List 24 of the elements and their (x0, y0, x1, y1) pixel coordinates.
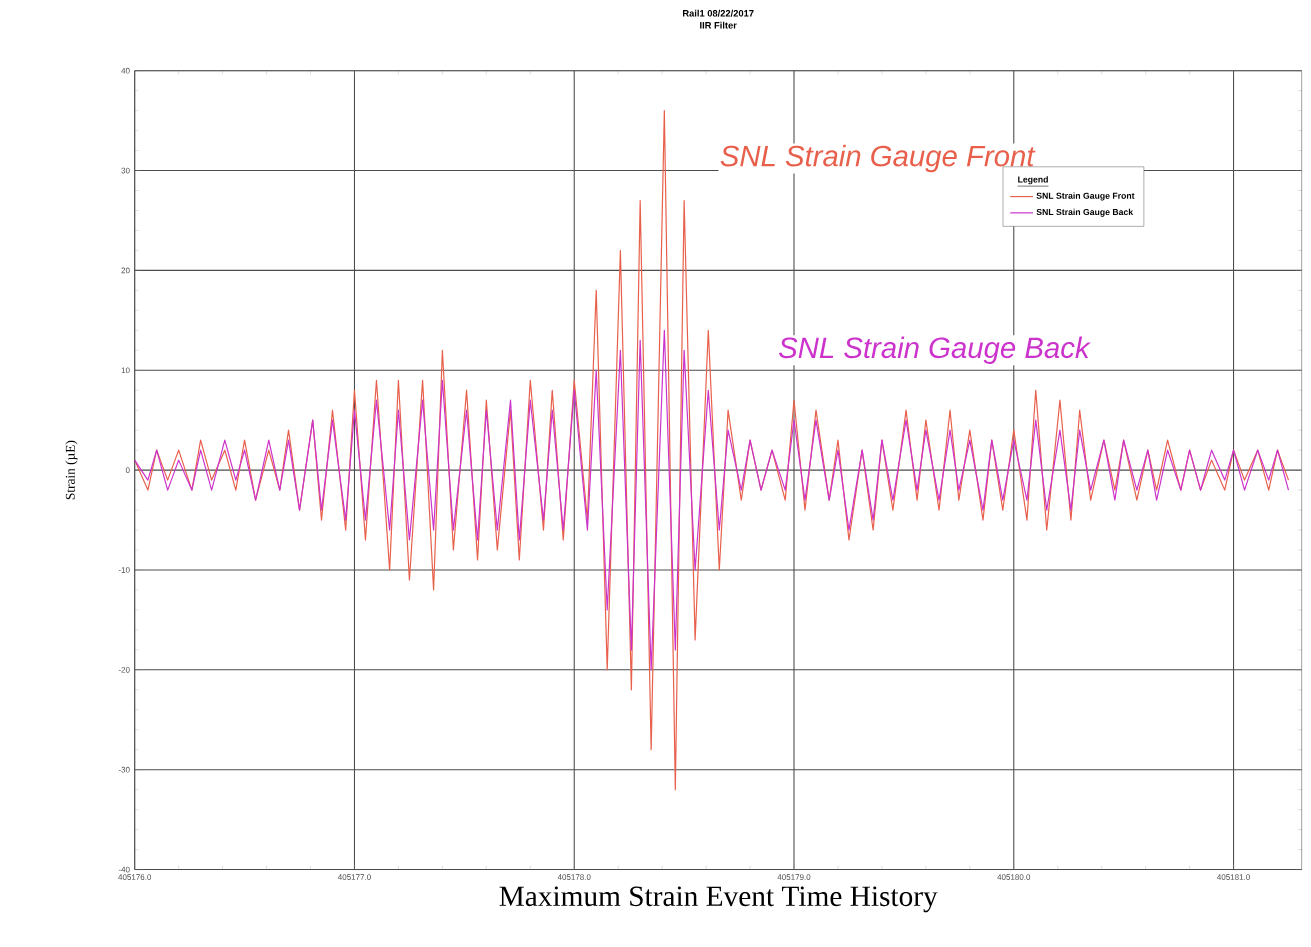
y-tick-label: -20 (118, 667, 130, 673)
legend-label: SNL Strain Gauge Front (1036, 192, 1135, 201)
x-tick-label: 405177.0 (337, 874, 371, 880)
y-axis-title: Strain (µE) (65, 440, 78, 500)
y-tick-label: 10 (121, 367, 130, 374)
annotation: SNL Strain Gauge Back (778, 336, 1091, 365)
legend-label: SNL Strain Gauge Back (1036, 208, 1134, 217)
y-tick-label: -40 (118, 866, 130, 873)
y-tick-label: 30 (121, 167, 130, 174)
x-tick-label: 405178.0 (557, 874, 591, 880)
x-axis-title: Maximum Strain Event Time History (499, 886, 938, 913)
chart-title: Rail1 08/22/2017 (683, 9, 754, 17)
chart-subtitle: IIR Filter (700, 21, 737, 29)
y-tick-label: 40 (121, 67, 130, 74)
annotation: SNL Strain Gauge Front (720, 144, 1036, 173)
x-tick-label: 405180.0 (997, 874, 1031, 880)
legend-title: Legend (1018, 176, 1048, 185)
x-tick-label: 405181.0 (1217, 874, 1250, 880)
y-tick-label: -30 (118, 766, 130, 773)
y-tick-label: -10 (118, 567, 130, 573)
y-tick-label: 20 (121, 267, 130, 274)
x-tick-label: 405176.0 (118, 874, 152, 880)
y-tick-label: 0 (125, 467, 130, 473)
x-tick-label: 405179.0 (777, 874, 811, 880)
